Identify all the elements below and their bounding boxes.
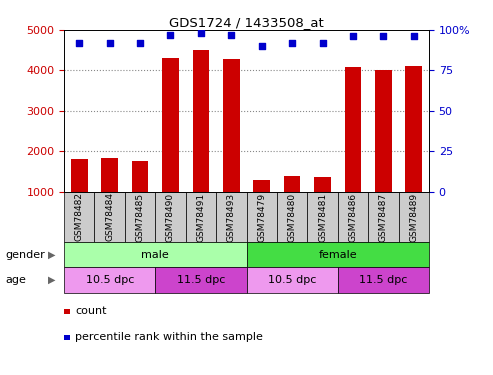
Text: GSM78491: GSM78491 [196,192,206,242]
Point [410,33,418,39]
Bar [102,158,118,192]
Bar [186,192,216,242]
Text: GSM78484: GSM78484 [105,192,114,242]
Point [106,40,113,46]
Text: female: female [318,250,357,260]
Point [197,30,205,36]
Text: 11.5 dpc: 11.5 dpc [176,275,225,285]
Text: 11.5 dpc: 11.5 dpc [359,275,408,285]
Point [288,40,296,46]
Bar [223,59,240,192]
Text: 10.5 dpc: 10.5 dpc [268,275,317,285]
Text: male: male [141,250,169,260]
Bar [277,192,307,242]
Bar [132,162,148,192]
Text: GSM78487: GSM78487 [379,192,388,242]
Point [258,43,266,49]
Point [75,40,83,46]
Text: GSM78479: GSM78479 [257,192,266,242]
Text: ▶: ▶ [48,250,56,260]
Bar [155,267,246,292]
Bar [375,70,391,192]
Bar [314,177,331,192]
Bar [246,192,277,242]
Bar [307,192,338,242]
Text: GSM78486: GSM78486 [349,192,357,242]
Bar [246,242,429,267]
Bar [398,192,429,242]
Text: GSM78481: GSM78481 [318,192,327,242]
Point [318,40,326,46]
Bar [246,267,338,292]
Bar [368,192,398,242]
Bar [162,58,179,192]
Bar [125,192,155,242]
Bar [284,177,300,192]
Bar [64,267,155,292]
Text: GSM78489: GSM78489 [409,192,418,242]
Bar [216,192,246,242]
Bar [345,67,361,192]
Point [136,40,144,46]
Bar [64,192,95,242]
Bar [71,159,88,192]
Bar [338,267,429,292]
Text: age: age [5,275,26,285]
Bar [338,192,368,242]
Text: GSM78480: GSM78480 [287,192,297,242]
Text: gender: gender [5,250,45,260]
Text: GSM78493: GSM78493 [227,192,236,242]
Title: GDS1724 / 1433508_at: GDS1724 / 1433508_at [169,16,324,29]
Bar [155,192,186,242]
Point [167,32,175,38]
Point [227,32,235,38]
Point [349,33,357,39]
Text: percentile rank within the sample: percentile rank within the sample [75,333,263,342]
Text: count: count [75,306,106,316]
Bar [95,192,125,242]
Bar [193,50,209,192]
Text: 10.5 dpc: 10.5 dpc [85,275,134,285]
Bar [64,242,246,267]
Bar [405,66,422,192]
Point [380,33,387,39]
Bar [253,180,270,192]
Text: GSM78490: GSM78490 [166,192,175,242]
Text: ▶: ▶ [48,275,56,285]
Text: GSM78482: GSM78482 [75,192,84,242]
Text: GSM78485: GSM78485 [136,192,144,242]
